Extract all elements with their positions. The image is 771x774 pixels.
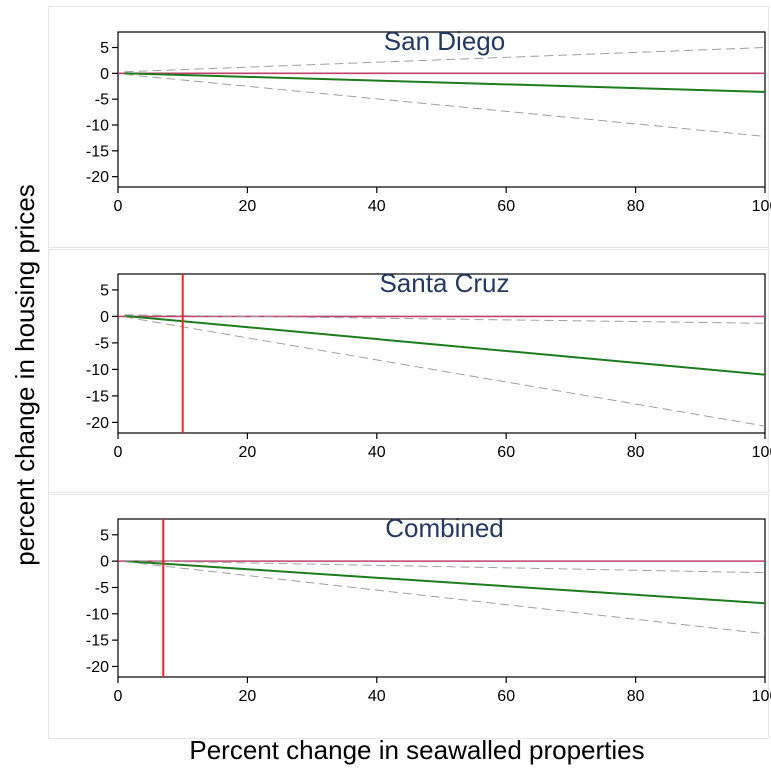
estimate-line [124, 314, 766, 376]
x-tick-label: 80 [627, 198, 645, 215]
y-tick-label: 5 [100, 40, 109, 57]
lower-ci-line [124, 561, 766, 635]
panel-frame [48, 494, 769, 739]
x-axis-title: Percent change in seawalled properties [189, 735, 644, 765]
y-tick-label: -20 [86, 659, 109, 676]
panel-combined: 5 0 -5 -10 -15 -20 0 20 40 60 80 100 Combined [48, 494, 771, 739]
y-tick-label: -15 [86, 143, 109, 160]
y-tick-label: 5 [100, 527, 109, 544]
x-tick-label: 20 [239, 688, 257, 705]
x-tick-label: 100 [752, 444, 771, 461]
y-tick-label: 5 [100, 282, 109, 299]
lower-ci-line [124, 316, 766, 427]
y-tick-label: 0 [100, 554, 109, 571]
estimate-line [124, 560, 766, 605]
y-tick-label: -20 [86, 169, 109, 186]
y-tick-label: -5 [95, 92, 109, 109]
panels: 5 0 -5 -10 -15 -20 0 20 40 60 80 100 San Diego 5 0 -5 -1… [48, 6, 771, 739]
y-tick-label: -10 [86, 362, 109, 379]
panel-frame [48, 249, 769, 493]
y-tick-label: -15 [86, 388, 109, 405]
upper-ci-line [124, 47, 766, 73]
x-tick-label: 60 [497, 444, 515, 461]
y-tick-label: -20 [86, 415, 109, 432]
plot-area [117, 31, 766, 188]
estimate-line [124, 72, 766, 93]
x-tick-label: 80 [627, 444, 645, 461]
x-tick-label: 60 [497, 198, 515, 215]
x-tick-label: 100 [752, 198, 771, 215]
upper-ci-line [124, 560, 766, 574]
panel-frame [48, 6, 769, 248]
panel-san-diego: 5 0 -5 -10 -15 -20 0 20 40 60 80 100 San Diego [48, 6, 771, 248]
y-tick-label: -15 [86, 633, 109, 650]
lower-ci-line [124, 73, 766, 137]
panel-title: Combined [385, 513, 504, 543]
x-tick-label: 40 [368, 688, 386, 705]
x-tick-label: 20 [239, 444, 257, 461]
y-tick-label: 0 [100, 66, 109, 83]
panel-title: San Diego [384, 26, 505, 56]
panel-santa-cruz: 5 0 -5 -10 -15 -20 0 20 40 60 80 100 Santa Cruz [48, 249, 771, 493]
x-tick-label: 40 [368, 444, 386, 461]
y-tick-label: -10 [86, 606, 109, 623]
y-tick-label: -10 [86, 118, 109, 135]
panel-title: Santa Cruz [379, 268, 509, 298]
plot-area [117, 518, 766, 678]
x-tick-label: 0 [114, 198, 123, 215]
y-tick-label: -5 [95, 335, 109, 352]
x-tick-label: 60 [497, 688, 515, 705]
y-tick-label: -5 [95, 580, 109, 597]
plot-area [117, 273, 766, 434]
x-tick-label: 100 [752, 688, 771, 705]
x-tick-label: 0 [114, 688, 123, 705]
x-tick-label: 20 [239, 198, 257, 215]
y-axis-title: percent change in housing prices [10, 184, 40, 566]
x-tick-label: 80 [627, 688, 645, 705]
upper-ci-line [124, 314, 766, 324]
y-tick-label: 0 [100, 309, 109, 326]
x-tick-label: 0 [114, 444, 123, 461]
x-tick-label: 40 [368, 198, 386, 215]
